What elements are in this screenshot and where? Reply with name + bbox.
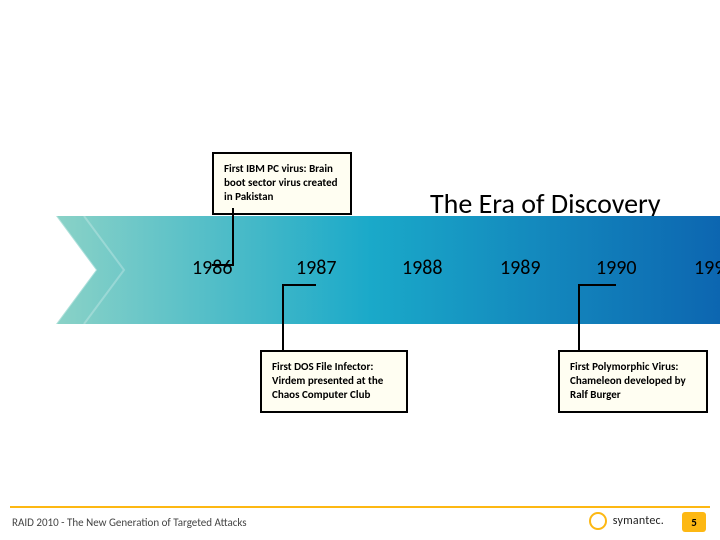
footer-text: RAID 2010 - The New Generation of Target… bbox=[12, 516, 247, 529]
callout-text: First Polymorphic Virus: Chameleon devel… bbox=[570, 360, 686, 401]
year-label: 1987 bbox=[296, 256, 337, 280]
callout-connector bbox=[212, 264, 234, 266]
year-label: 1990 bbox=[596, 256, 637, 280]
callout-connector bbox=[578, 284, 616, 286]
page-number-badge: 5 bbox=[682, 512, 706, 532]
callout-virdem: First DOS File Infector: Virdem presente… bbox=[260, 350, 408, 413]
year-label: 1991 bbox=[694, 256, 720, 280]
slide: The Era of Discovery 1986 1987 1988 1989… bbox=[0, 0, 720, 540]
callout-text: First IBM PC virus: Brain boot sector vi… bbox=[224, 162, 338, 203]
footer-logo: symantec. bbox=[589, 512, 664, 530]
callout-connector bbox=[232, 208, 234, 266]
symantec-ring-icon bbox=[589, 512, 607, 530]
callout-chameleon: First Polymorphic Virus: Chameleon devel… bbox=[558, 350, 708, 413]
callout-connector bbox=[578, 284, 580, 350]
callout-text: First DOS File Infector: Virdem presente… bbox=[272, 360, 383, 401]
callout-brain: First IBM PC virus: Brain boot sector vi… bbox=[212, 152, 352, 215]
callout-connector bbox=[282, 284, 316, 286]
year-label: 1988 bbox=[402, 256, 443, 280]
footer: RAID 2010 - The New Generation of Target… bbox=[0, 506, 720, 540]
callout-connector bbox=[282, 284, 284, 350]
footer-logo-text: symantec. bbox=[613, 514, 664, 528]
timeline-years: 1986 1987 1988 1989 1990 1991 bbox=[0, 256, 720, 286]
year-label: 1986 bbox=[192, 256, 233, 280]
footer-rule bbox=[10, 506, 710, 508]
year-label: 1989 bbox=[500, 256, 541, 280]
